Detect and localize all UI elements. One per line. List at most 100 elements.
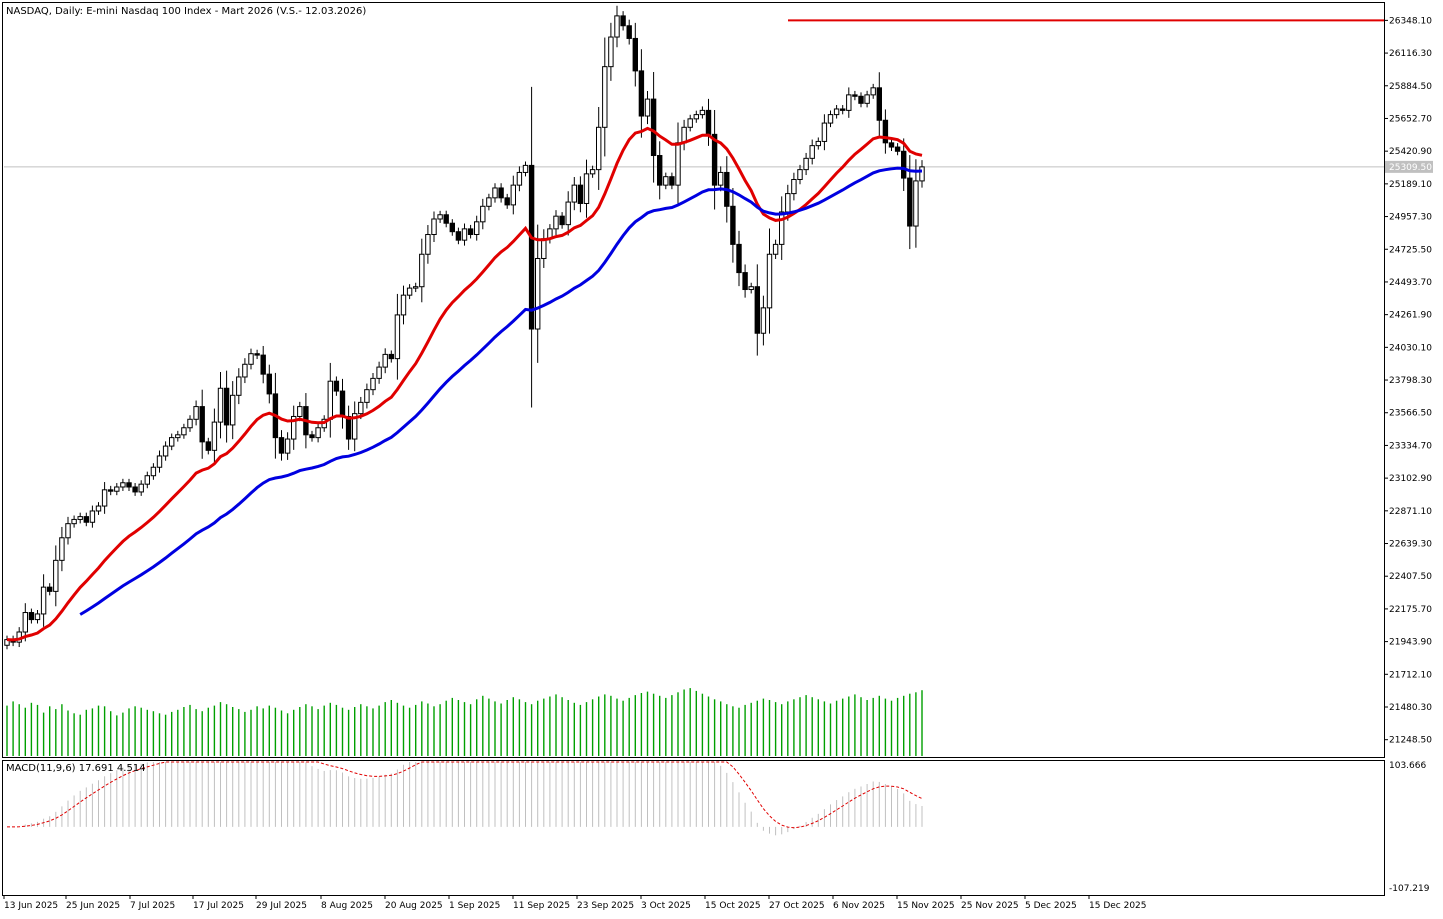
y-tick-label: 24493.70 bbox=[1389, 278, 1432, 288]
candle-body bbox=[230, 394, 236, 426]
candle-body bbox=[388, 353, 395, 360]
candle-body bbox=[840, 108, 846, 111]
candle-body bbox=[138, 483, 144, 493]
candle-body bbox=[431, 218, 437, 236]
candle-body bbox=[425, 234, 431, 255]
candle-body bbox=[827, 114, 834, 124]
candle-body bbox=[394, 314, 401, 360]
candle-body bbox=[47, 586, 53, 592]
candle-body bbox=[352, 413, 358, 440]
candle-body bbox=[114, 486, 120, 492]
candle-body bbox=[492, 187, 498, 199]
axes: 26348.10 26116.30 25884.50 25652.70 25420.90… bbox=[3, 16, 1433, 911]
candle-body bbox=[620, 15, 626, 27]
y-tick-label: 25420.90 bbox=[1389, 147, 1432, 157]
y-tick-label: 22407.50 bbox=[1389, 572, 1432, 582]
x-tick-label: 17 Jul 2025 bbox=[193, 901, 244, 911]
candle-body bbox=[766, 253, 773, 309]
candle-body bbox=[364, 389, 370, 403]
candle-body bbox=[785, 193, 791, 213]
candle-body bbox=[528, 164, 535, 330]
candle-body bbox=[602, 66, 608, 128]
candle-body bbox=[34, 613, 41, 621]
candle-body bbox=[95, 505, 102, 512]
candle-body bbox=[748, 286, 754, 291]
candle-body bbox=[77, 516, 83, 520]
candle-body bbox=[71, 518, 77, 525]
candle-body bbox=[144, 475, 151, 485]
candle-body bbox=[589, 169, 596, 175]
candle-body bbox=[864, 94, 870, 104]
y-tick-label: 24030.10 bbox=[1389, 343, 1432, 353]
candle-body bbox=[626, 25, 632, 39]
candle-body bbox=[101, 489, 108, 507]
x-tick-label: 8 Aug 2025 bbox=[321, 901, 373, 911]
candle-body bbox=[419, 253, 425, 288]
candle-body bbox=[705, 109, 712, 135]
y-tick-label: 23334.70 bbox=[1389, 441, 1432, 451]
candle-body bbox=[583, 173, 590, 204]
candle-body bbox=[730, 205, 736, 245]
candle-body bbox=[760, 307, 767, 334]
candle-body bbox=[480, 205, 486, 223]
candle-body bbox=[846, 94, 852, 111]
candle-body bbox=[248, 353, 254, 365]
candle-body bbox=[297, 406, 303, 417]
candle-body bbox=[187, 418, 193, 429]
candle-body bbox=[162, 445, 169, 457]
candle-body bbox=[169, 437, 175, 447]
candle-body bbox=[675, 142, 681, 186]
candle-body bbox=[718, 171, 724, 186]
candle-body bbox=[449, 222, 456, 233]
candle-body bbox=[443, 214, 449, 224]
candle-body bbox=[370, 377, 376, 391]
x-tick-label: 15 Oct 2025 bbox=[705, 901, 761, 911]
candle-body bbox=[833, 108, 840, 116]
x-tick-label: 11 Sep 2025 bbox=[513, 901, 570, 911]
y-tick-label: 24725.50 bbox=[1389, 245, 1432, 255]
y-tick-label: 21248.50 bbox=[1389, 736, 1432, 746]
candle-body bbox=[89, 510, 96, 523]
x-tick-label: 1 Sep 2025 bbox=[449, 901, 500, 911]
x-tick-label: 25 Jun 2025 bbox=[66, 901, 120, 911]
x-tick-label: 29 Jul 2025 bbox=[256, 901, 307, 911]
candle-body bbox=[772, 243, 779, 255]
candle-body bbox=[901, 150, 907, 179]
candle-body bbox=[815, 140, 821, 147]
x-tick-label: 25 Nov 2025 bbox=[961, 901, 1019, 911]
y-tick-label: 24957.30 bbox=[1389, 213, 1432, 223]
y-tick-label: 22871.10 bbox=[1389, 507, 1432, 517]
candle-body bbox=[59, 537, 65, 561]
candle-body bbox=[400, 294, 407, 316]
candle-body bbox=[254, 353, 260, 356]
candle-body bbox=[650, 98, 657, 157]
candle-body bbox=[858, 95, 864, 104]
chart-title: NASDAQ, Daily: E-mini Nasdaq 100 Index -… bbox=[6, 6, 366, 17]
candle-body bbox=[278, 437, 285, 454]
candle-body bbox=[657, 155, 663, 186]
y-tick-label: 23566.50 bbox=[1389, 409, 1432, 419]
candle-body bbox=[455, 231, 462, 241]
candle-body bbox=[919, 166, 925, 182]
candle-body bbox=[742, 272, 748, 291]
candle-body bbox=[467, 228, 474, 236]
candle-body bbox=[577, 184, 584, 204]
candle-body bbox=[711, 133, 718, 186]
y-tick-label: 25189.10 bbox=[1389, 180, 1432, 190]
candle-body bbox=[638, 70, 645, 117]
candle-body bbox=[803, 157, 809, 171]
macd-y-max-label: 103.666 bbox=[1389, 761, 1426, 771]
candle-body bbox=[907, 177, 913, 227]
candle-body bbox=[821, 122, 828, 142]
macd-pane-frame bbox=[2, 760, 1385, 896]
candle-body bbox=[894, 146, 901, 152]
y-tick-label: 22639.30 bbox=[1389, 540, 1432, 550]
y-tick-label: 23798.30 bbox=[1389, 376, 1432, 386]
y-tick-label: 24261.90 bbox=[1389, 311, 1432, 321]
candle-body bbox=[541, 238, 547, 259]
candle-body bbox=[614, 15, 620, 38]
y-tick-label: 26116.30 bbox=[1389, 49, 1432, 59]
candle-body bbox=[486, 197, 492, 207]
